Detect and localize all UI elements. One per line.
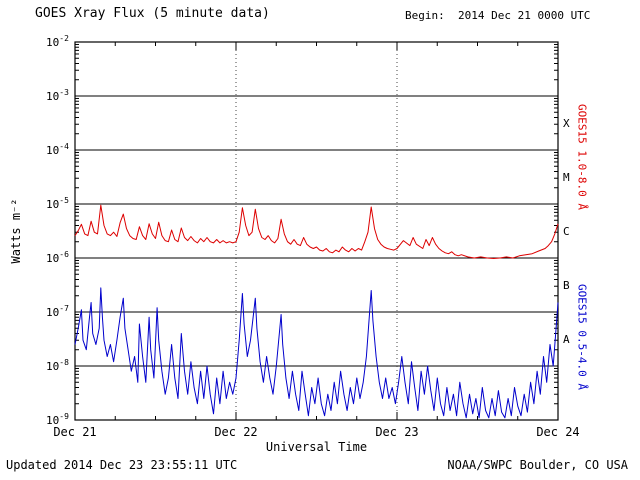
flare-class-label: X [563,117,570,130]
y-tick-label: 10-6 [46,250,69,265]
y-tick-label: 10-2 [46,34,69,49]
flare-class-label: C [563,225,570,238]
x-tick-label: Dec 23 [375,425,418,439]
series-xray-long [74,204,559,259]
flare-class-label: M [563,171,570,184]
series-label-goes15-long: GOES15 1.0-8.0 Å [575,104,589,210]
y-tick-label: 10-7 [46,304,69,319]
x-axis-label: Universal Time [265,440,368,454]
x-tick-label: Dec 24 [536,425,579,439]
y-tick-label: 10-8 [46,358,69,373]
flare-class-label: A [563,333,570,346]
y-tick-label: 10-3 [46,88,69,103]
y-tick-label: 10-4 [46,142,69,157]
begin-timestamp: Begin: 2014 Dec 21 0000 UTC [405,9,591,22]
y-tick-label: 10-5 [46,196,69,211]
y-axis-label: Watts m⁻² [9,198,23,264]
flare-class-label: B [563,279,570,292]
x-tick-label: Dec 21 [53,425,96,439]
series-xray-short [74,287,559,419]
x-tick-label: Dec 22 [214,425,257,439]
updated-timestamp: Updated 2014 Dec 23 23:55:11 UTC [6,458,238,472]
plot-frame [74,41,559,421]
chart-title: GOES Xray Flux (5 minute data) [35,6,270,21]
noaa-credit: NOAA/SWPC Boulder, CO USA [447,458,628,472]
series-label-goes15-short: GOES15 0.5-4.0 Å [575,284,589,390]
